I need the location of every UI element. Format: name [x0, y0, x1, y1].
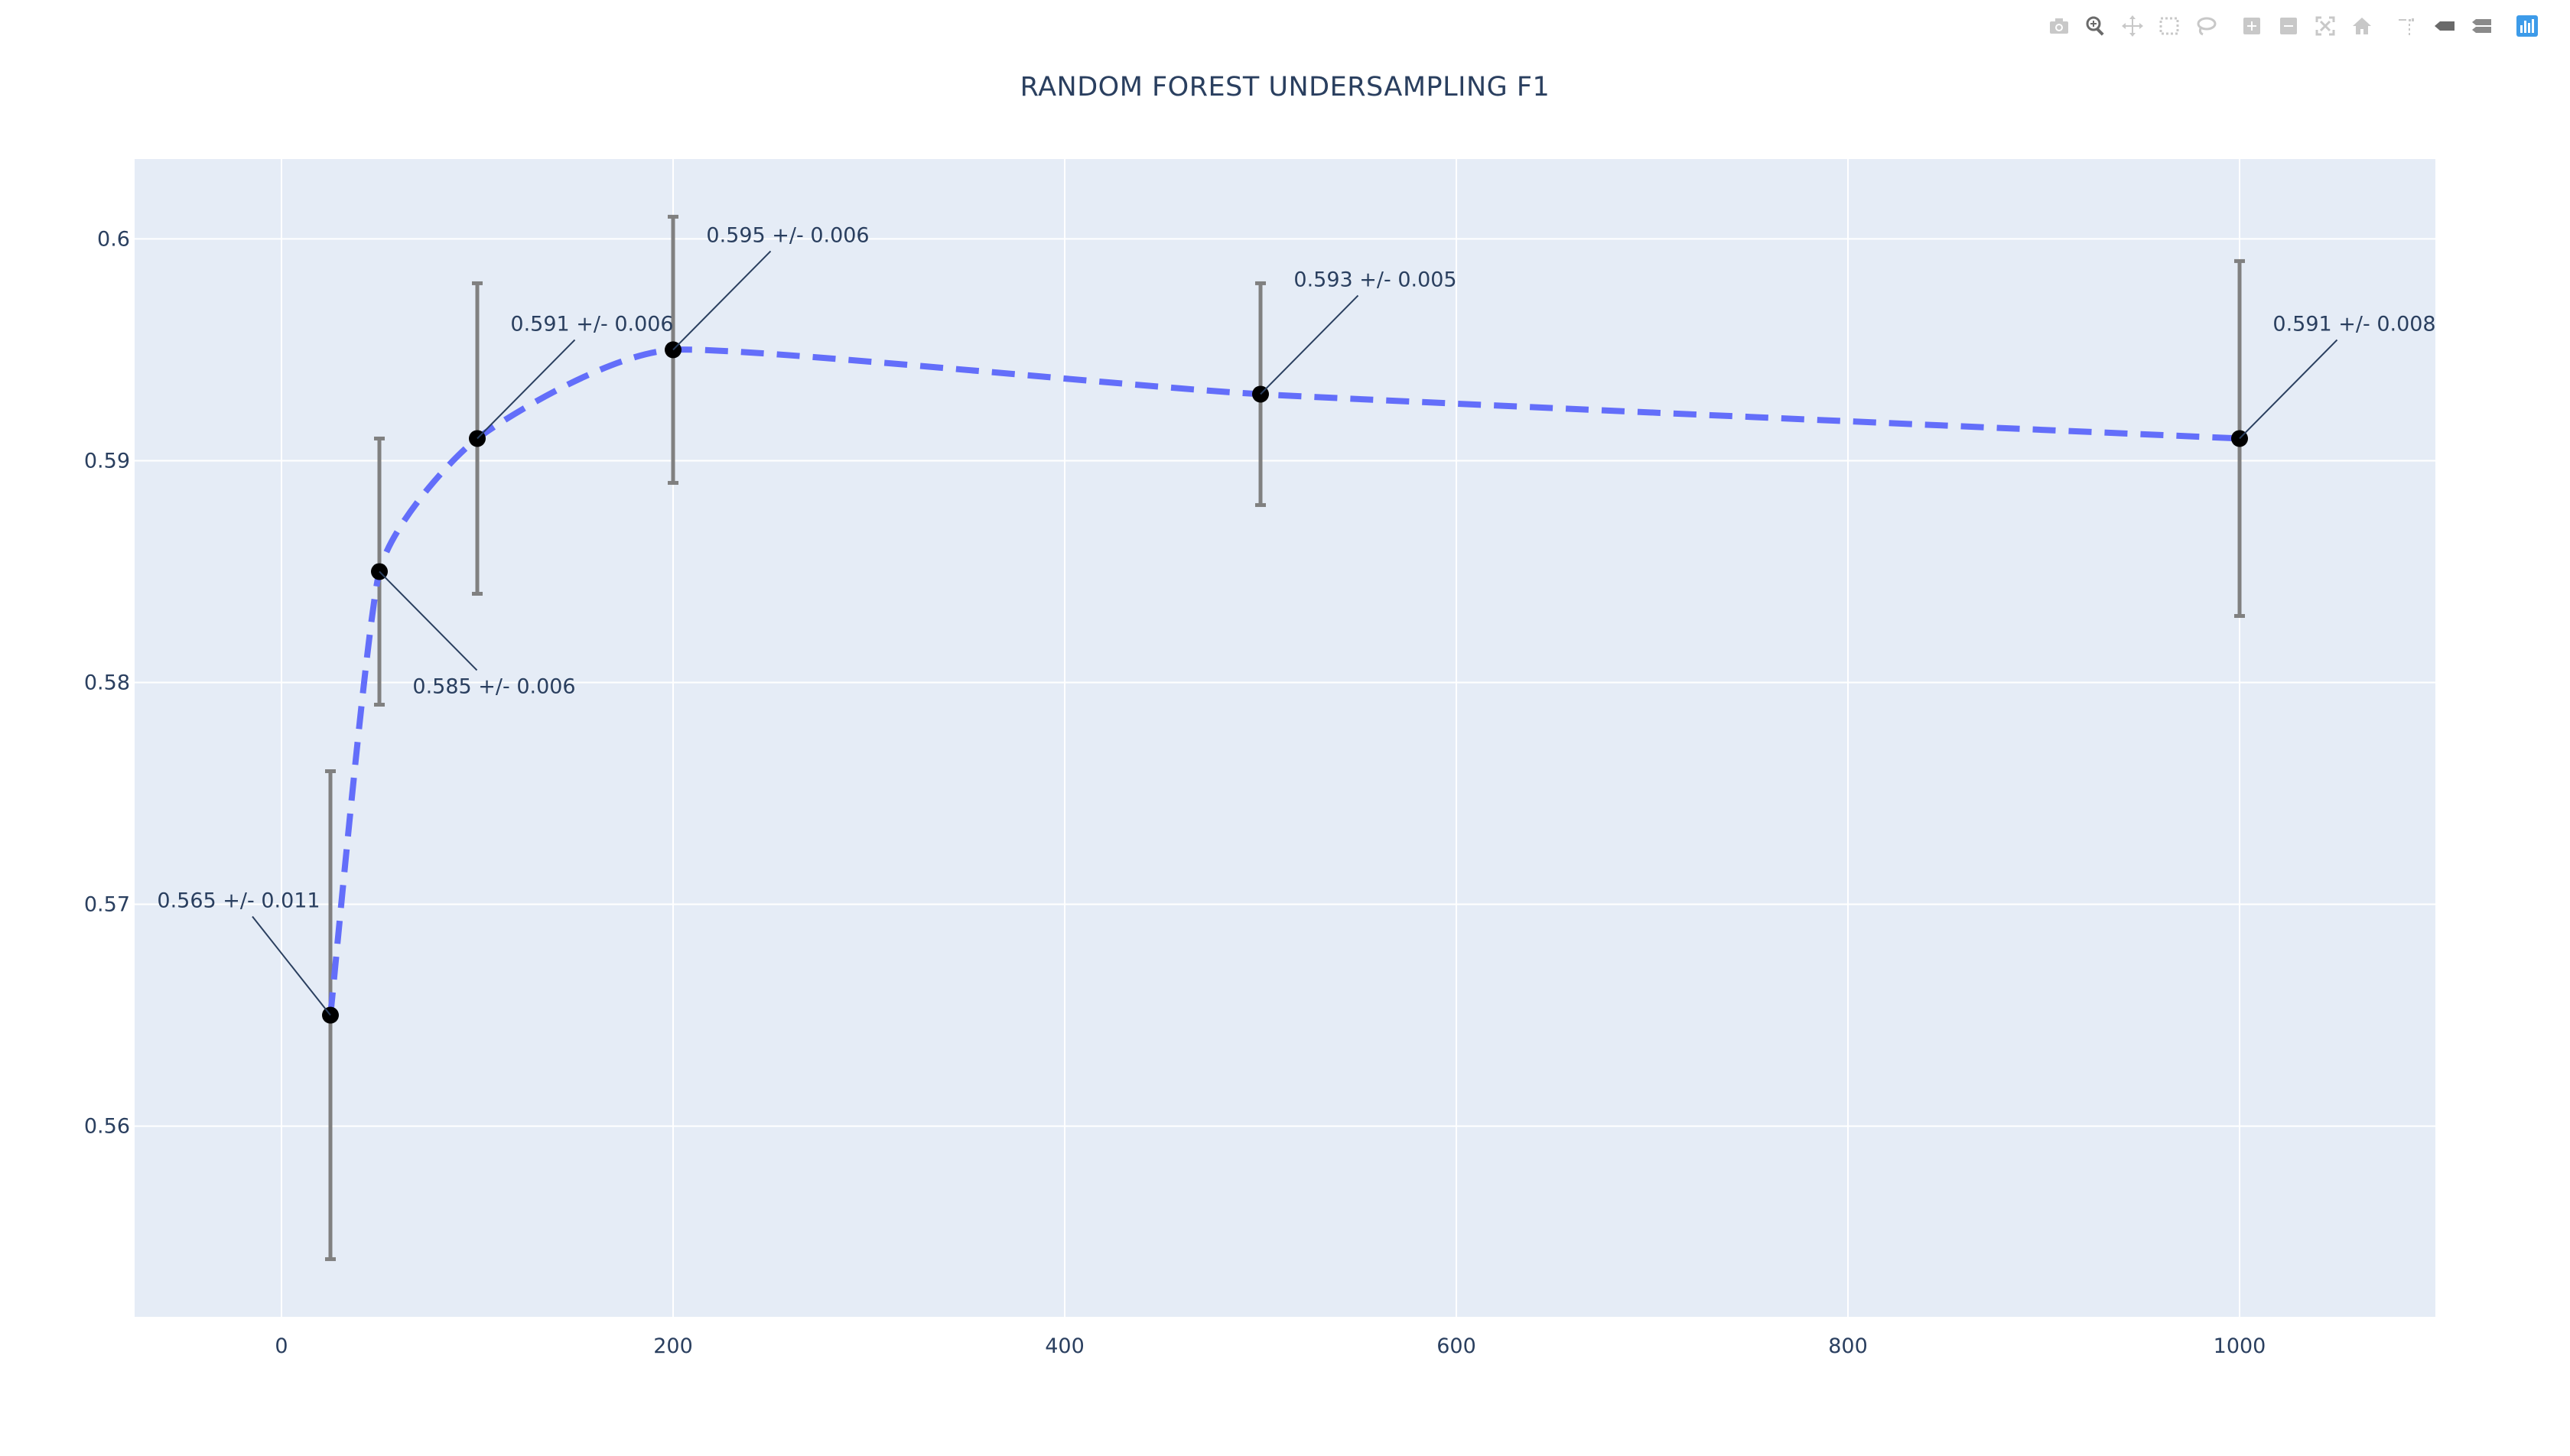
- lasso-select-icon[interactable]: [2189, 11, 2223, 41]
- spike-lines-icon[interactable]: [2391, 11, 2425, 41]
- annotation-label: 0.585 +/- 0.006: [412, 674, 575, 698]
- annotation-label: 0.593 +/- 0.005: [1293, 268, 1456, 291]
- annotation: 0.591 +/- 0.008: [2239, 312, 2436, 440]
- camera-icon[interactable]: [2042, 11, 2076, 41]
- zoom-in-icon[interactable]: [2235, 11, 2269, 41]
- reset-axes-icon[interactable]: [2345, 11, 2379, 41]
- y-tick-label: 0.57: [84, 893, 130, 917]
- x-tick-label: 200: [653, 1334, 693, 1358]
- hover-closest-icon[interactable]: [2428, 11, 2461, 41]
- annotation: 0.585 +/- 0.006: [379, 570, 576, 698]
- autoscale-icon[interactable]: [2308, 11, 2342, 41]
- hover-compare-icon[interactable]: [2464, 11, 2498, 41]
- x-tick-label: 1000: [2214, 1334, 2266, 1358]
- annotation-label: 0.595 +/- 0.006: [706, 223, 869, 247]
- y-tick-label: 0.56: [84, 1115, 130, 1139]
- chart-title: RANDOM FOREST UNDERSAMPLING F1: [1020, 72, 1550, 102]
- annotation-label: 0.565 +/- 0.011: [157, 889, 320, 913]
- y-tick-label: 0.6: [97, 227, 130, 251]
- x-tick-label: 800: [1828, 1334, 1868, 1358]
- y-tick-label: 0.59: [84, 449, 130, 473]
- annotation-label: 0.591 +/- 0.006: [510, 312, 673, 336]
- pan-icon[interactable]: [2116, 11, 2149, 41]
- x-axis-ticks: 0 200 400 600 800 1000: [275, 1334, 2266, 1358]
- annotation: 0.595 +/- 0.006: [672, 223, 870, 351]
- zoom-icon[interactable]: [2079, 11, 2113, 41]
- plotly-logo-icon[interactable]: [2510, 11, 2544, 41]
- annotation-arrow: [1260, 294, 1359, 395]
- y-tick-label: 0.58: [84, 671, 130, 694]
- annotation: 0.565 +/- 0.011: [157, 889, 331, 1016]
- annotation-arrow: [2239, 339, 2338, 440]
- annotation-arrow: [672, 250, 772, 351]
- annotation-arrow: [379, 570, 478, 671]
- annotation-arrow: [252, 915, 331, 1016]
- annotation: 0.591 +/- 0.006: [477, 312, 674, 440]
- x-tick-label: 0: [275, 1334, 288, 1358]
- plot-area[interactable]: [135, 159, 2435, 1317]
- annotation-label: 0.591 +/- 0.008: [2272, 312, 2435, 336]
- annotation-arrow: [477, 339, 576, 440]
- annotation: 0.593 +/- 0.005: [1260, 268, 1457, 395]
- zoom-out-icon[interactable]: [2272, 11, 2305, 41]
- y-axis-ticks: 0.56 0.57 0.58 0.59 0.6: [84, 227, 130, 1138]
- x-tick-label: 600: [1436, 1334, 1476, 1358]
- x-tick-label: 400: [1045, 1334, 1085, 1358]
- annotations: 0.565 +/- 0.011 0.585 +/- 0.006 0.591 +/- …: [157, 223, 2436, 1016]
- modebar: [2033, 11, 2544, 41]
- box-select-icon[interactable]: [2152, 11, 2186, 41]
